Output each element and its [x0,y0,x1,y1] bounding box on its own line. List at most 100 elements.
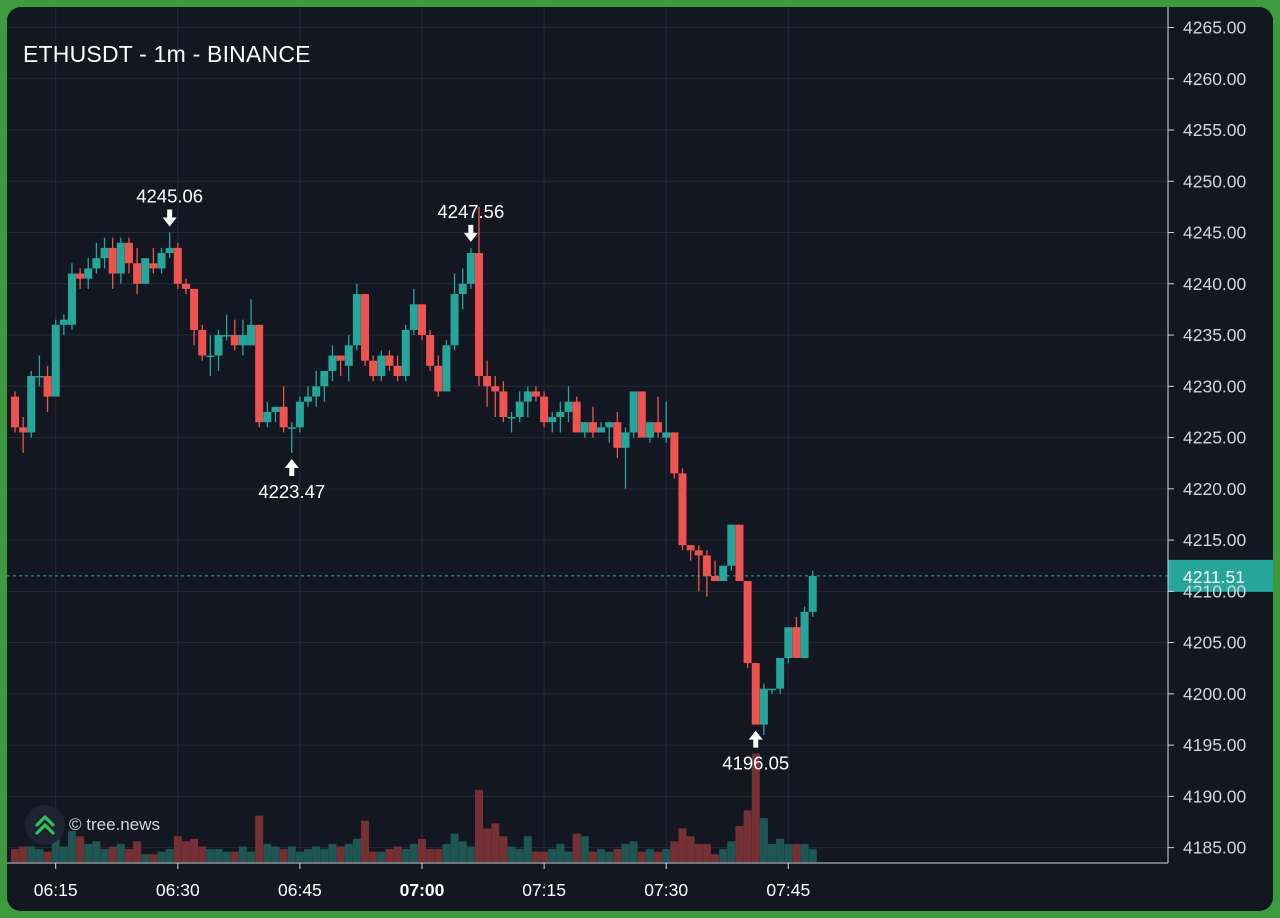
volume-bar [808,849,817,862]
y-tick-label: 4195.00 [1183,735,1247,755]
high-label: 4247.56 [437,201,504,222]
volume-bar [491,823,500,862]
volume-bar [92,841,101,862]
candle-body [76,273,85,279]
candle-body [385,355,394,366]
candle-body [320,370,329,387]
y-tick-label: 4250.00 [1183,171,1247,191]
volume-bar [377,851,386,862]
candle-body [572,401,581,433]
y-tick-label: 4255.00 [1183,120,1247,140]
candle-body [450,294,459,346]
volume-bar [173,836,182,862]
arrow-down-icon [162,209,177,227]
arrow-up-icon [748,730,763,748]
candle-body [198,329,207,356]
high-label: 4245.06 [136,186,203,207]
candle-body [247,324,256,346]
watermark: © tree.news [25,805,160,845]
volume-bar [800,843,809,862]
candle-body [580,422,589,433]
volume-bar [540,851,549,862]
x-tick-label: 07:15 [522,880,566,900]
candle-body [743,581,752,664]
candle-body [523,391,532,402]
volume-bar [662,849,671,862]
volume-bar [393,846,402,862]
candle-body [206,355,215,358]
volume-bar [344,843,353,862]
volume-bar [76,836,85,862]
candle-body [108,247,117,274]
candle-body [507,417,516,419]
y-tick-label: 4225.00 [1183,428,1247,448]
volume-bar [654,851,663,862]
candle-body [483,376,492,387]
volume-bar [51,838,60,862]
candle-body [491,386,500,392]
candle-body [51,324,60,397]
candle-body [474,253,483,377]
volume-bar [19,846,28,862]
y-tick-label: 4265.00 [1183,18,1247,38]
candle-body [149,263,158,269]
candle-body [670,432,679,474]
candle-body [613,422,622,448]
candle-body [458,283,467,295]
x-tick-label: 06:45 [278,880,322,900]
candle-body [556,411,565,418]
volume-bar [214,849,223,862]
volume-bar [564,851,573,862]
candle-body [295,401,304,428]
volume-bar [190,838,199,862]
volume-bar [645,849,654,862]
candle-body [727,524,736,566]
candle-body [279,406,288,428]
candlestick-chart[interactable]: 4211.51 4245.06 4223.47 4247.56 4196.05 426… [7,7,1273,911]
volume-bar [304,849,313,862]
candle-body [678,473,687,546]
candle-body [35,376,44,378]
last-price-label: 4211.51 [1183,567,1245,587]
volume-bar [678,828,687,862]
candle-body [116,242,125,274]
volume-bar [572,833,581,862]
candle-body [173,247,182,284]
volume-bar [450,833,459,862]
volume-bar [670,841,679,862]
volume-bar [287,846,296,862]
volume-bar [328,843,337,862]
volume-bar [588,851,597,862]
candle-body [702,555,711,576]
volume-bar [474,789,483,862]
candle-body [768,688,777,691]
candle-body [304,396,313,402]
x-tick-label: 06:30 [156,880,200,900]
volume-bar [751,753,760,862]
y-tick-label: 4260.00 [1183,69,1247,89]
candle-body [377,355,386,377]
candle-body [271,406,280,412]
volume-bar [637,851,646,862]
candle-body [654,422,663,433]
candle-body [328,355,337,371]
volume-bar [279,849,288,862]
volume-bar [198,846,207,862]
candle-body [352,294,361,346]
volume-bar [759,818,768,862]
volume-bar [442,843,451,862]
x-tick-label: 07:45 [766,880,810,900]
candle-body [19,427,28,433]
volume-bar [483,828,492,862]
chart-frame: 4211.51 4245.06 4223.47 4247.56 4196.05 426… [7,7,1273,911]
candle-body [312,386,321,397]
volume-bar [515,849,524,862]
candle-body [222,335,231,337]
volume-bar [320,849,329,862]
volume-bar [548,849,557,862]
candle-body [645,422,654,438]
y-tick-label: 4240.00 [1183,274,1247,294]
candle-body [800,611,809,658]
candle-body [214,335,223,356]
low-label: 4196.05 [722,753,789,774]
